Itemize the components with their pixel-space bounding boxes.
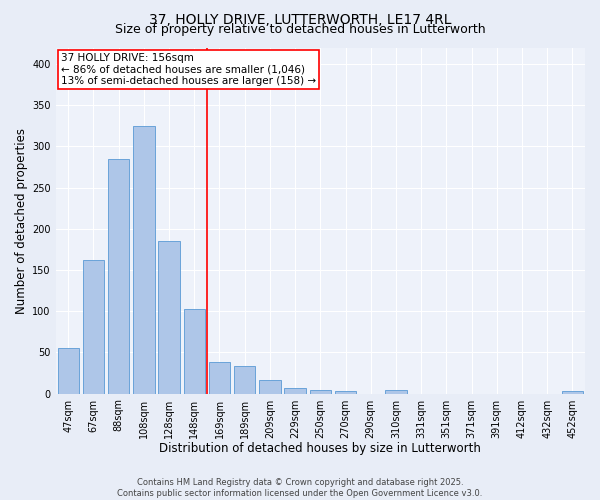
Bar [209, 362, 230, 394]
Bar [284, 388, 306, 394]
Text: 37 HOLLY DRIVE: 156sqm
← 86% of detached houses are smaller (1,046)
13% of semi-: 37 HOLLY DRIVE: 156sqm ← 86% of detached… [61, 52, 316, 86]
X-axis label: Distribution of detached houses by size in Lutterworth: Distribution of detached houses by size … [160, 442, 481, 455]
Bar [385, 390, 407, 394]
Bar [133, 126, 155, 394]
Text: Contains HM Land Registry data © Crown copyright and database right 2025.
Contai: Contains HM Land Registry data © Crown c… [118, 478, 482, 498]
Text: Size of property relative to detached houses in Lutterworth: Size of property relative to detached ho… [115, 22, 485, 36]
Bar [259, 380, 281, 394]
Bar [58, 348, 79, 394]
Bar [108, 158, 130, 394]
Bar [335, 391, 356, 394]
Text: 37, HOLLY DRIVE, LUTTERWORTH, LE17 4RL: 37, HOLLY DRIVE, LUTTERWORTH, LE17 4RL [149, 12, 451, 26]
Bar [184, 308, 205, 394]
Bar [158, 241, 180, 394]
Bar [310, 390, 331, 394]
Bar [562, 391, 583, 394]
Y-axis label: Number of detached properties: Number of detached properties [15, 128, 28, 314]
Bar [234, 366, 256, 394]
Bar [83, 260, 104, 394]
